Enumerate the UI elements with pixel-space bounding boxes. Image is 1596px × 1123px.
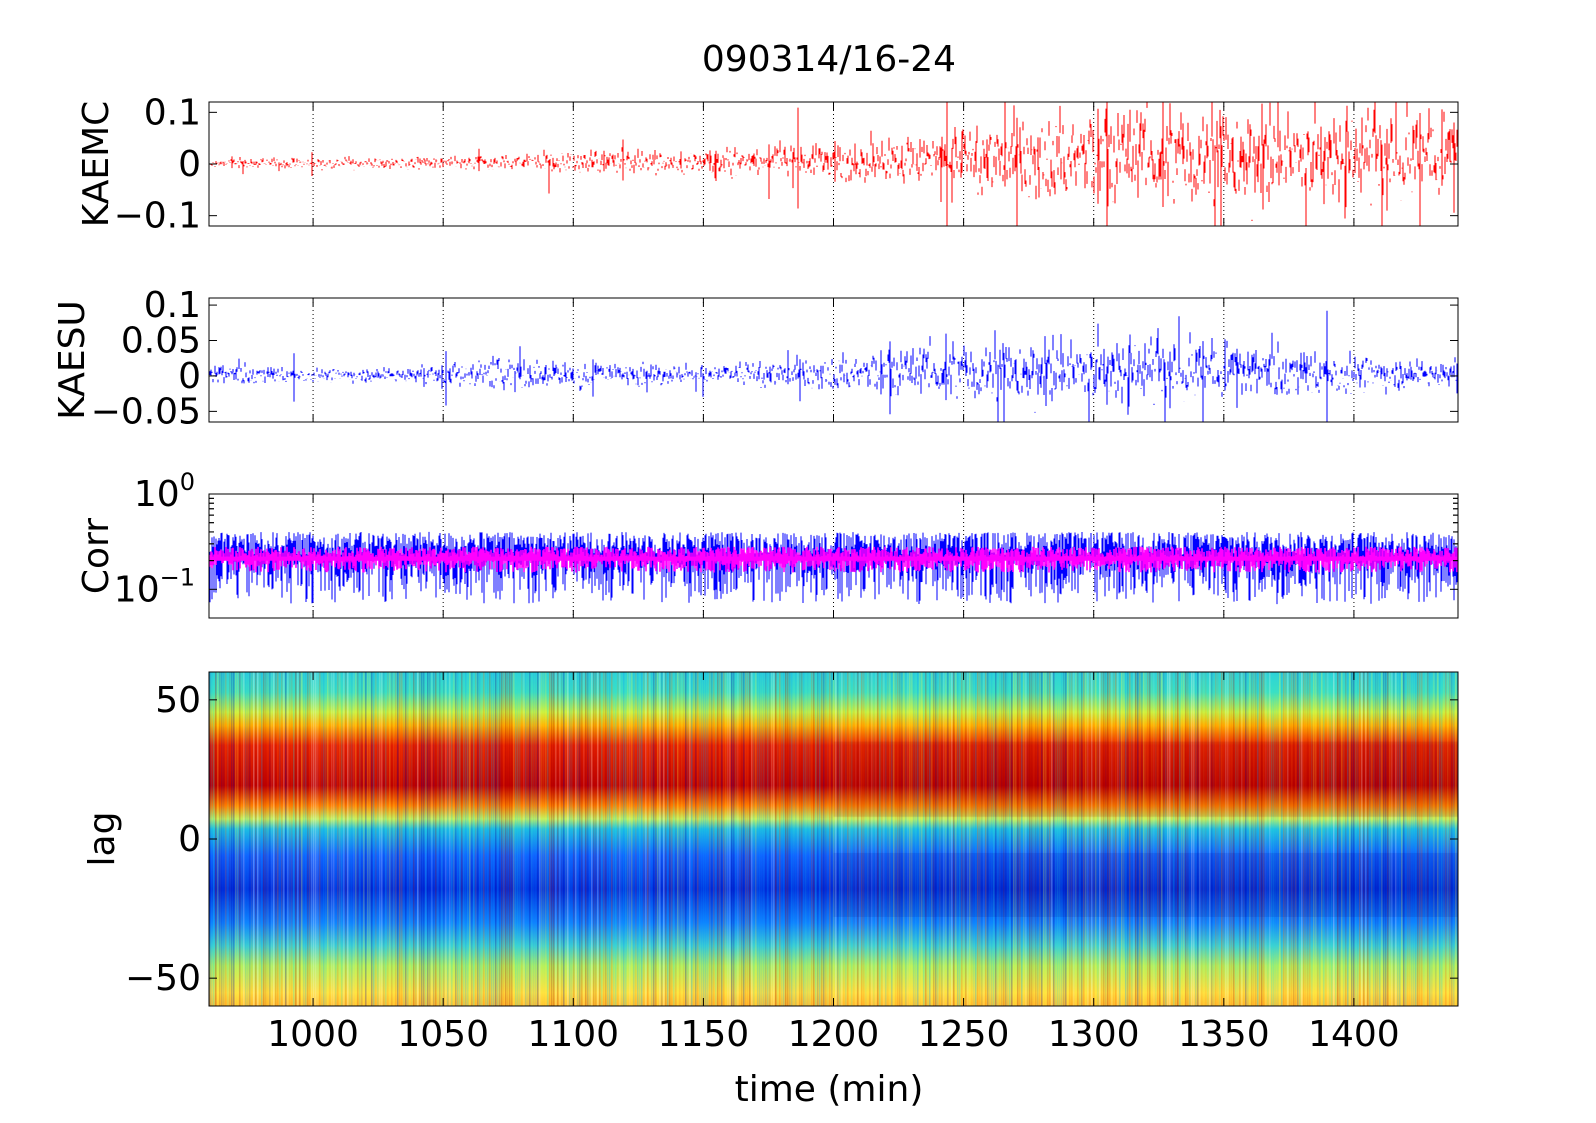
x-tick-label: 1100 (527, 1014, 619, 1055)
plot-area (209, 298, 1458, 422)
y-tick-label: 0 (178, 144, 201, 185)
axes-frame (208, 297, 1459, 423)
panel-lag: 50 0 −50 lag (82, 671, 1459, 1007)
x-tick-label: 1150 (658, 1014, 750, 1055)
y-axis-label: lag (82, 812, 123, 867)
y-tick-label: 0.1 (144, 92, 201, 133)
y-tick-label: 10−1 (114, 563, 195, 610)
y-tick-label: −0.05 (91, 391, 201, 432)
x-tick-labels: 1000 1050 1100 1150 1200 1250 1300 1350 1400 (267, 1014, 1399, 1055)
x-tick-label: 1250 (918, 1014, 1010, 1055)
y-axis-label: Corr (76, 518, 117, 594)
y-tick-label: 100 (134, 468, 195, 515)
x-tick-label: 1300 (1048, 1014, 1140, 1055)
y-tick-label: −0.1 (114, 196, 201, 237)
x-tick-label: 1000 (267, 1014, 359, 1055)
panels: 0.10−0.1KAEMC0.10.050−0.05KAESU10010−1Co… (52, 92, 1459, 1007)
y-tick-label: 0.1 (144, 285, 201, 326)
x-tick-label: 1400 (1308, 1014, 1400, 1055)
series-1-line (209, 102, 1458, 226)
y-tick-label: 0 (178, 819, 201, 860)
heatmap-background (209, 672, 1458, 1006)
plot-area (209, 102, 1458, 226)
series-1-line (209, 310, 1458, 422)
y-axis-label: KAESU (52, 300, 93, 420)
plot-area (209, 672, 1458, 1006)
x-axis-label: time (min) (735, 1069, 924, 1110)
y-tick-label: 0.05 (121, 321, 201, 362)
x-tick-label: 1050 (397, 1014, 489, 1055)
y-tick-label: 0 (178, 356, 201, 397)
plot-area (209, 494, 1458, 618)
x-tick-label: 1200 (788, 1014, 880, 1055)
figure-title: 090314/16-24 (702, 39, 956, 80)
y-tick-label: 50 (155, 680, 201, 721)
y-axis-label: KAEMC (76, 101, 117, 228)
series-2-line (209, 546, 1458, 573)
y-tick-label: −50 (125, 958, 201, 999)
heatmap-streaks (209, 672, 1458, 1006)
x-tick-label: 1350 (1178, 1014, 1270, 1055)
